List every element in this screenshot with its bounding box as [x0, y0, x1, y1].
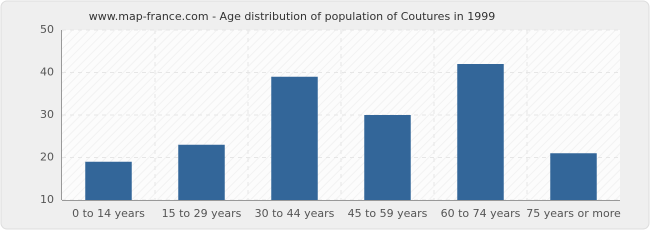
x-tick-label: 0 to 14 years — [72, 207, 145, 220]
y-tick-label: 40 — [40, 66, 54, 79]
x-tick-label: 75 years or more — [526, 207, 621, 220]
x-tick-label: 30 to 44 years — [255, 207, 335, 220]
chart: www.map-france.com - Age distribution of… — [0, 0, 650, 230]
bar — [178, 144, 225, 200]
bar — [550, 153, 597, 200]
x-tick-label: 60 to 74 years — [441, 207, 521, 220]
y-tick-label: 10 — [40, 193, 54, 206]
page: www.map-france.com - Age distribution of… — [0, 0, 650, 230]
y-tick-label: 20 — [40, 151, 54, 164]
y-tick-label: 30 — [40, 108, 54, 121]
x-tick-label: 45 to 59 years — [348, 207, 428, 220]
y-tick-label: 50 — [40, 23, 54, 36]
bar — [271, 76, 318, 200]
bar — [85, 161, 132, 200]
bar — [457, 64, 504, 200]
chart-title: www.map-france.com - Age distribution of… — [89, 10, 495, 23]
x-tick-label: 15 to 29 years — [162, 207, 242, 220]
bar — [364, 115, 411, 200]
